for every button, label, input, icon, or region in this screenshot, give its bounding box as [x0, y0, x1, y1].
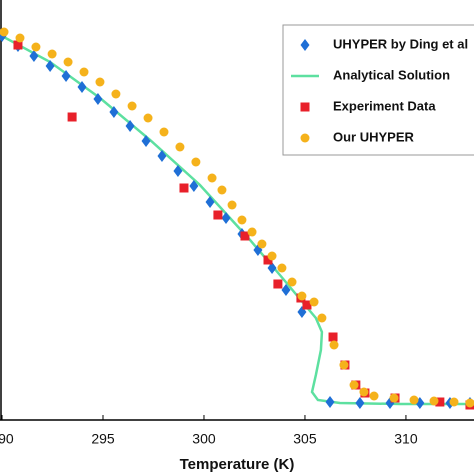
diamond-point	[93, 93, 103, 105]
diamond-point	[45, 60, 55, 72]
x-axis-title: Temperature (K)	[180, 456, 295, 473]
circle-point	[217, 185, 227, 195]
circle-point	[95, 77, 105, 87]
square-point	[302, 300, 312, 310]
square-point	[13, 40, 23, 50]
circle-point	[127, 101, 137, 111]
square-point	[263, 255, 273, 265]
x-tick-label: 295	[91, 431, 115, 447]
circle-point	[47, 49, 57, 59]
circle-point	[31, 42, 41, 52]
circle-point	[297, 291, 307, 301]
diamond-point	[355, 397, 365, 409]
circle-point	[191, 157, 201, 167]
circle-point	[359, 387, 369, 397]
square-point	[240, 231, 250, 241]
diamond-point	[281, 284, 291, 296]
circle-point	[389, 393, 399, 403]
diamond-point	[173, 165, 183, 177]
circle-point	[449, 397, 459, 407]
legend-marker	[300, 133, 310, 143]
legend-label: Analytical Solution	[333, 67, 450, 82]
circle-point	[429, 396, 439, 406]
circle-point	[0, 27, 9, 37]
legend-box	[282, 24, 474, 156]
x-tick-label: 305	[293, 431, 317, 447]
circle-point	[267, 251, 277, 261]
square-point	[67, 112, 77, 122]
circle-point	[227, 200, 237, 210]
circle-point	[63, 57, 73, 67]
diamond-point	[141, 135, 151, 147]
circle-point	[247, 227, 257, 237]
diamond-point	[267, 262, 277, 274]
circle-point	[111, 89, 121, 99]
diamond-point	[157, 150, 167, 162]
circle-point	[257, 239, 267, 249]
diamond-point	[189, 180, 199, 192]
diamond-point	[205, 196, 215, 208]
circle-point	[409, 395, 419, 405]
legend-label: Our UHYPER	[333, 129, 415, 144]
square-point	[213, 210, 223, 220]
circle-point	[79, 67, 89, 77]
circle-point	[237, 215, 247, 225]
circle-point	[317, 313, 327, 323]
circle-point	[369, 391, 379, 401]
square-point	[179, 183, 189, 193]
circle-point	[143, 113, 153, 123]
diamond-point	[325, 396, 335, 408]
circle-point	[175, 142, 185, 152]
circle-point	[339, 360, 349, 370]
x-tick-label: 310	[394, 431, 418, 447]
legend-marker	[300, 39, 310, 51]
legend-marker	[300, 102, 310, 112]
x-tick-label: 290	[0, 431, 14, 447]
circle-point	[329, 340, 339, 350]
diamond-point	[125, 120, 135, 132]
circle-point	[309, 297, 319, 307]
diamond-point	[221, 212, 231, 224]
square-point	[328, 332, 338, 342]
diamond-point	[109, 106, 119, 118]
legend-label: Experiment Data	[333, 98, 436, 113]
diamond-point	[61, 70, 71, 82]
legend-label: UHYPER by Ding et al	[333, 36, 468, 51]
square-point	[273, 279, 283, 289]
square-point	[435, 397, 445, 407]
circle-point	[15, 33, 25, 43]
diamond-point	[29, 50, 39, 62]
circle-point	[465, 398, 474, 408]
circle-point	[159, 127, 169, 137]
circle-point	[349, 380, 359, 390]
diamond-point	[77, 81, 87, 93]
circle-point	[287, 277, 297, 287]
circle-point	[207, 173, 217, 183]
x-tick-label: 300	[192, 431, 216, 447]
circle-point	[277, 263, 287, 273]
